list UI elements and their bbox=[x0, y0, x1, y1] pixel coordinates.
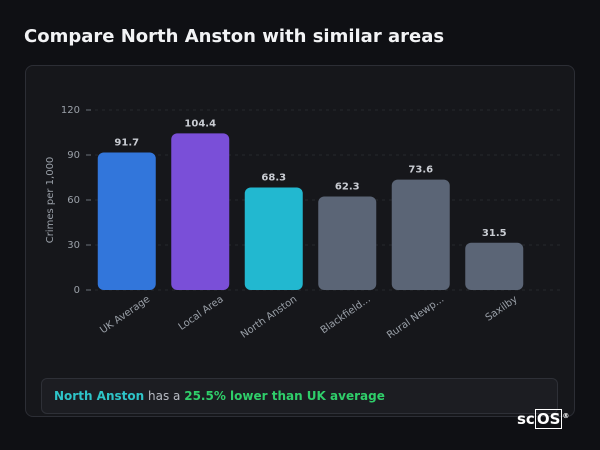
summary-area: North Anston bbox=[54, 389, 145, 403]
logo: sc OS ® bbox=[517, 409, 570, 429]
value-label: 31.5 bbox=[482, 228, 507, 239]
x-tick-label: Local Area bbox=[177, 294, 226, 333]
value-label: 73.6 bbox=[408, 165, 433, 176]
logo-mark: ® bbox=[562, 412, 570, 420]
y-tick-label: 120 bbox=[61, 105, 80, 116]
value-label: 62.3 bbox=[335, 182, 360, 193]
bar bbox=[171, 133, 230, 290]
bar bbox=[391, 179, 450, 290]
value-label: 68.3 bbox=[261, 173, 286, 184]
page-title: Compare North Anston with similar areas bbox=[24, 26, 445, 47]
bar bbox=[244, 187, 303, 290]
logo-boxed: OS bbox=[534, 409, 563, 429]
value-label: 104.4 bbox=[184, 118, 216, 129]
y-tick-label: 60 bbox=[67, 195, 80, 206]
summary-box: North Anston has a 25.5% lower than UK a… bbox=[41, 378, 558, 414]
x-tick-label: Blackfield... bbox=[319, 294, 373, 336]
bar bbox=[465, 242, 524, 290]
y-tick-label: 30 bbox=[67, 240, 80, 251]
summary-text: has a bbox=[148, 389, 181, 403]
logo-prefix: sc bbox=[517, 410, 535, 428]
bar bbox=[318, 196, 377, 290]
value-label: 91.7 bbox=[114, 137, 139, 148]
y-tick-label: 0 bbox=[74, 285, 80, 296]
x-tick-label: North Anston bbox=[239, 294, 299, 341]
x-tick-label: UK Average bbox=[98, 294, 152, 336]
summary-comparison: 25.5% lower than UK average bbox=[184, 389, 385, 403]
y-axis-label: Crimes per 1,000 bbox=[45, 157, 56, 244]
x-tick-label: Rural Newp... bbox=[385, 294, 446, 341]
x-tick-label: Saxilby bbox=[484, 294, 520, 324]
bar bbox=[97, 152, 156, 290]
y-tick-label: 90 bbox=[67, 150, 80, 161]
